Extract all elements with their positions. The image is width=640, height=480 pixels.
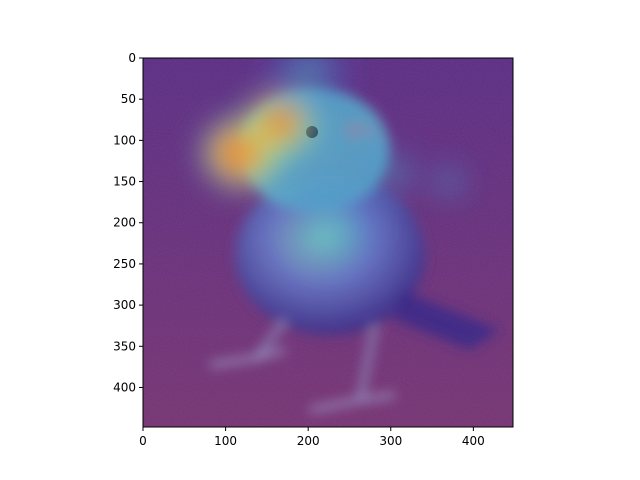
x-tick-label: 200 bbox=[297, 434, 320, 448]
bird-beak bbox=[345, 120, 385, 140]
x-tick-label: 100 bbox=[214, 434, 237, 448]
heatmap-hotspot bbox=[423, 159, 474, 204]
bird-tail bbox=[395, 290, 500, 350]
x-tick-label: 0 bbox=[139, 434, 147, 448]
heatmap-hotspot bbox=[279, 182, 387, 280]
y-tick-label: 350 bbox=[113, 339, 136, 353]
bird-foot-right bbox=[309, 392, 396, 413]
y-tick-label: 150 bbox=[113, 175, 136, 189]
heatmap-hotspot bbox=[357, 143, 424, 204]
y-tick-label: 400 bbox=[113, 380, 136, 394]
x-tick-label: 300 bbox=[379, 434, 402, 448]
y-axis: 0 50 100 150 200 250 300 350 400 bbox=[113, 51, 143, 394]
bird-foot-left bbox=[209, 347, 286, 368]
axes-frame bbox=[142, 57, 514, 428]
y-tick-label: 200 bbox=[113, 216, 136, 230]
y-tick-label: 250 bbox=[113, 257, 136, 271]
bird-leg-right bbox=[357, 324, 378, 401]
y-tick-label: 300 bbox=[113, 298, 136, 312]
heatmap-plot-area bbox=[143, 58, 513, 427]
x-axis: 0 100 200 300 400 bbox=[139, 427, 485, 448]
x-tick-label: 400 bbox=[462, 434, 485, 448]
heatmap-hotspot bbox=[258, 58, 358, 120]
y-tick-label: 50 bbox=[121, 92, 136, 106]
bird-leg-left bbox=[252, 318, 288, 362]
y-tick-label: 100 bbox=[113, 133, 136, 147]
y-tick-label: 0 bbox=[128, 51, 136, 65]
heatmap-hotspots bbox=[196, 58, 474, 280]
